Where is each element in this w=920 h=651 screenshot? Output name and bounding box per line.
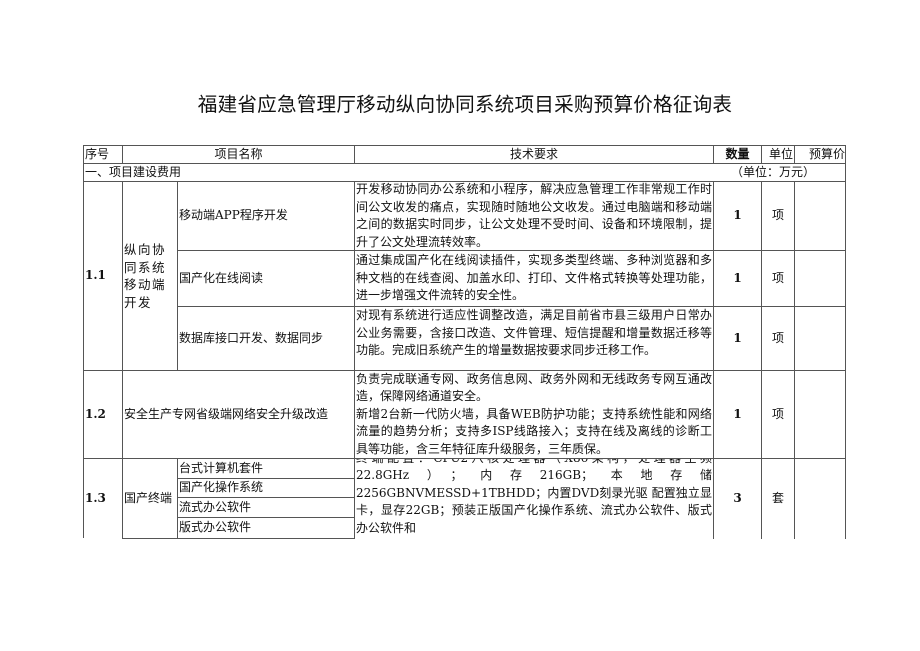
document-title: 福建省应急管理厅移动纵向协同系统项目采购预算价格征询表 xyxy=(197,93,733,116)
item-app-price xyxy=(794,181,846,251)
row-1-2-tech: 负责完成联通专网、政务信息网、政务外网和无线政务专网互通改造，保障网络通道安全。… xyxy=(354,370,714,459)
item-reader-price xyxy=(794,250,846,307)
row-1-3-name: 国产终端 xyxy=(122,458,178,539)
item-desktop-kit: 台式计算机套件 xyxy=(177,458,355,479)
row-1-2-tech-part2: 新增2台新一代防火墙，具备WEB防护功能；支持系统性能和网络流量的趋势分析；支持… xyxy=(356,406,712,456)
section-unit-note: （单位：万元） xyxy=(730,164,815,179)
section-label: 一、项目建设费用 xyxy=(85,164,182,179)
item-reader-unit: 项 xyxy=(761,250,795,307)
section-row: 一、项目建设费用 （单位：万元） xyxy=(83,163,846,182)
row-1-1-name: 纵向协同系统移动端开发 xyxy=(122,181,178,371)
item-layout-office: 版式办公软件 xyxy=(177,517,355,539)
item-db-price xyxy=(794,306,846,371)
header-unit: 单位 xyxy=(761,145,795,164)
item-app-name: 移动端APP程序开发 xyxy=(177,181,355,251)
header-no: 序号 xyxy=(83,145,123,164)
item-db-unit: 项 xyxy=(761,306,795,371)
item-flow-office: 流式办公软件 xyxy=(177,497,355,518)
item-db-name: 数据库接口开发、数据同步 xyxy=(177,306,355,371)
item-domestic-os: 国产化操作系统 xyxy=(177,478,355,498)
item-reader-tech: 通过集成国产化在线阅读插件，实现多类型终端、多种浏览器和多种文档的在线查阅、加盖… xyxy=(354,250,714,307)
header-tech: 技术要求 xyxy=(354,145,714,164)
row-1-3-tech: 终端配置：CPU2八核处理器（X86架构，处理器主频22.8GHz）；内存216… xyxy=(354,458,714,539)
header-name: 项目名称 xyxy=(122,145,355,164)
item-db-tech: 对现有系统进行适应性调整改造，满足目前省市县三级用户日常办公业务需要，含接口改造… xyxy=(354,306,714,371)
item-reader-qty: 1 xyxy=(713,250,762,307)
row-1-3-no: 1.3 xyxy=(83,458,123,538)
row-1-1-no: 1.1 xyxy=(83,181,123,371)
row-1-2-unit: 项 xyxy=(761,370,795,459)
header-qty: 数量 xyxy=(713,145,762,164)
row-1-2-price xyxy=(794,370,846,459)
row-1-2-tech-part1: 负责完成联通专网、政务信息网、政务外网和无线政务专网互通改造，保障网络通道安全。 xyxy=(356,371,712,404)
item-reader-name: 国产化在线阅读 xyxy=(177,250,355,307)
row-1-3-unit: 套 xyxy=(761,458,795,539)
item-db-qty: 1 xyxy=(713,306,762,371)
item-app-qty: 1 xyxy=(713,181,762,251)
row-1-3-qty: 3 xyxy=(713,458,762,539)
row-1-2-qty: 1 xyxy=(713,370,762,459)
header-price: 预算价 xyxy=(794,145,846,164)
item-app-tech: 开发移动协同办公系统和小程序，解决应急管理工作非常规工作时间公文收发的痛点，实现… xyxy=(354,181,714,251)
row-1-2-name: 安全生产专网省级端网络安全升级改造 xyxy=(122,370,355,459)
row-1-2-no: 1.2 xyxy=(83,370,123,459)
item-app-unit: 项 xyxy=(761,181,795,251)
row-1-3-price xyxy=(794,458,846,539)
